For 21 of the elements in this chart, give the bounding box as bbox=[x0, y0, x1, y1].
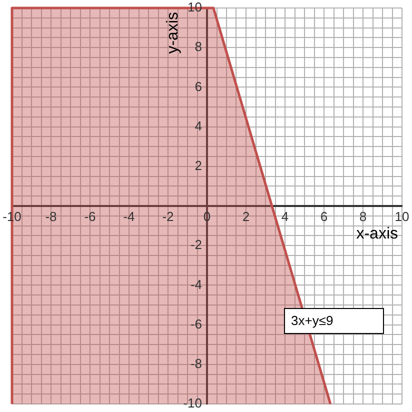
y-tick-label: 8 bbox=[194, 39, 202, 54]
x-tick-label: -2 bbox=[162, 209, 174, 224]
x-tick-label: 10 bbox=[394, 209, 410, 224]
y-tick-label: -6 bbox=[190, 316, 202, 332]
y-tick-label: -4 bbox=[190, 276, 202, 292]
y-tick-label: 6 bbox=[194, 78, 202, 94]
x-tick-label: 4 bbox=[281, 209, 289, 224]
y-axis-title: y-axis bbox=[164, 12, 182, 54]
y-tick-label: 4 bbox=[194, 118, 202, 134]
x-axis-title: x-axis bbox=[356, 225, 398, 242]
y-tick-label: -10 bbox=[183, 396, 202, 411]
x-tick-label: 2 bbox=[242, 209, 250, 224]
y-tick-label: -8 bbox=[190, 356, 202, 371]
x-tick-label: -8 bbox=[45, 209, 57, 224]
x-tick-label: -6 bbox=[84, 209, 96, 224]
x-tick-label: 8 bbox=[359, 209, 367, 224]
y-tick-label: 2 bbox=[194, 158, 202, 173]
y-tick-label: -2 bbox=[190, 237, 202, 252]
text-box: 3x+y≤9 bbox=[284, 308, 384, 334]
x-tick-label: 6 bbox=[320, 209, 328, 224]
x-tick-label: -4 bbox=[123, 209, 135, 224]
